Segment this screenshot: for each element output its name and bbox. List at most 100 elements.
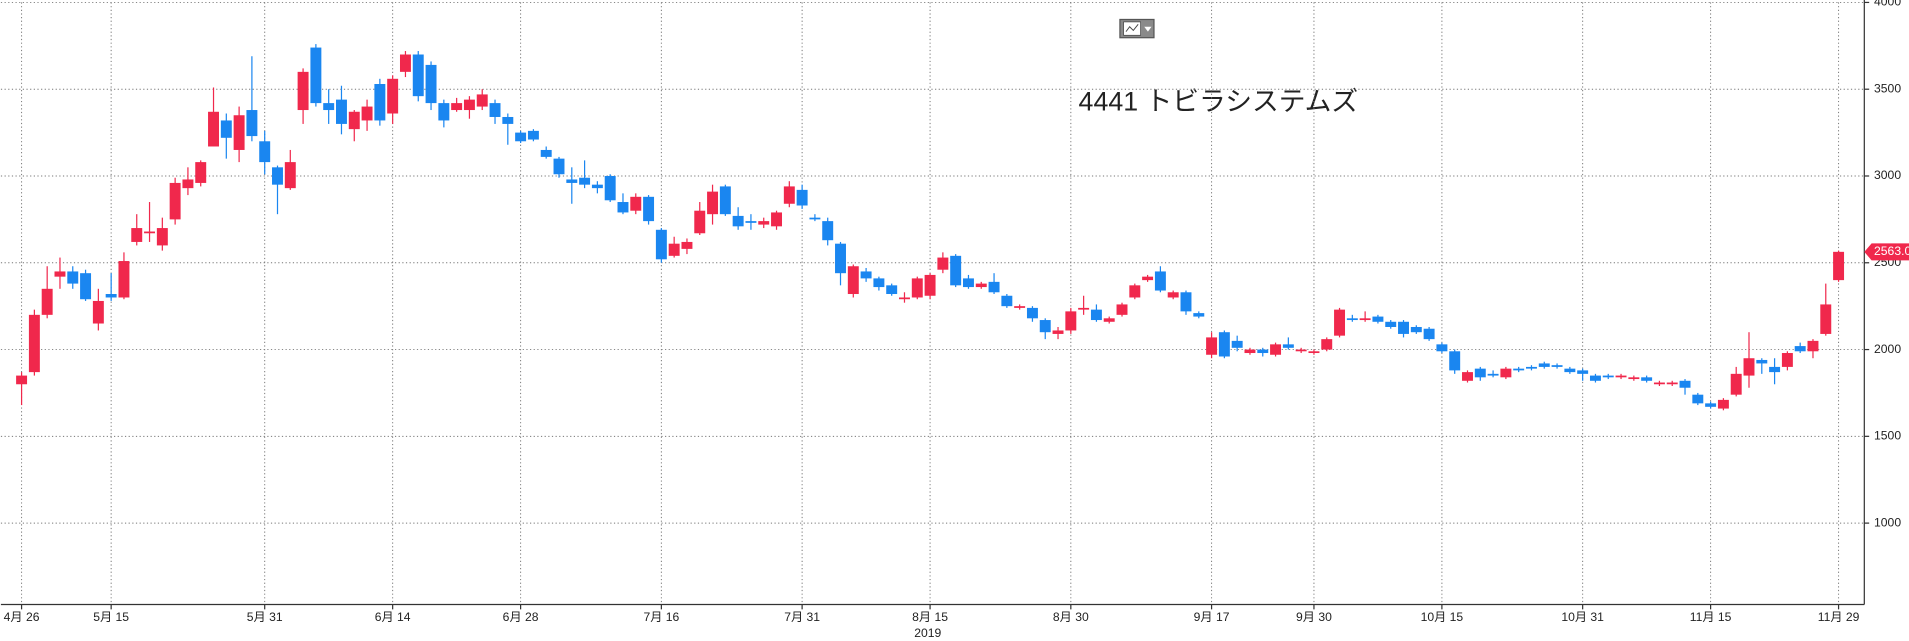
x-tick-label: 11月 15 xyxy=(1690,610,1732,624)
candle-body xyxy=(80,273,92,300)
candle-body xyxy=(387,78,399,114)
x-tick-label: 5月 15 xyxy=(93,610,129,624)
candle-body xyxy=(1743,358,1755,376)
candle-body xyxy=(643,196,655,222)
candle-body xyxy=(1449,351,1461,371)
candle-body xyxy=(1820,304,1832,334)
candle-body xyxy=(169,182,181,220)
candle-body xyxy=(1167,292,1179,298)
candle-body xyxy=(1525,366,1537,369)
candle-body xyxy=(1282,344,1294,348)
candle-body xyxy=(1500,368,1512,378)
candle-body xyxy=(1001,295,1013,307)
candle-body xyxy=(259,141,271,163)
candle-body xyxy=(911,278,923,298)
candle-body xyxy=(131,228,143,242)
last-price-label: 2563.0 xyxy=(1874,244,1909,258)
candle-body xyxy=(745,221,757,223)
candle-body xyxy=(323,103,335,111)
candle-body xyxy=(1206,337,1218,355)
candle-body xyxy=(310,47,322,104)
candle-body xyxy=(1628,377,1640,380)
y-tick-label: 1000 xyxy=(1874,515,1901,529)
x-tick-label: 9月 17 xyxy=(1194,610,1230,624)
candle-body xyxy=(1270,344,1282,355)
candle-body xyxy=(1602,375,1614,378)
candle-body xyxy=(1538,363,1550,367)
last-price-marker xyxy=(1864,243,1909,261)
candle-body xyxy=(1078,307,1090,310)
candle-body xyxy=(655,229,667,260)
candle-body xyxy=(144,231,156,234)
chart-button[interactable] xyxy=(1119,18,1155,39)
candle-body xyxy=(1794,346,1806,352)
candle-body xyxy=(1193,313,1205,317)
candle-body xyxy=(591,184,603,189)
button-arrow xyxy=(1144,26,1152,32)
candle-body xyxy=(1295,349,1307,352)
candle-body xyxy=(336,99,347,124)
candle-body xyxy=(1807,340,1819,352)
x-tick-label: 6月 28 xyxy=(503,610,539,624)
candle-body xyxy=(975,283,987,288)
candle-body xyxy=(92,300,104,324)
candle-body xyxy=(1334,309,1346,336)
x-axis-label: 2019 xyxy=(914,626,941,640)
candle-body xyxy=(1679,380,1691,388)
candle-body xyxy=(502,116,514,124)
candle-body xyxy=(412,54,424,97)
candle-body xyxy=(1487,373,1499,376)
candle-body xyxy=(515,132,527,142)
candle-body xyxy=(1398,321,1409,334)
candle-body xyxy=(1577,370,1589,374)
candle-body xyxy=(1641,377,1653,381)
candle-body xyxy=(1410,326,1422,333)
y-tick-label: 2000 xyxy=(1874,342,1901,356)
candle-body xyxy=(1218,332,1230,357)
candle-body xyxy=(1436,344,1448,352)
candle-body xyxy=(873,278,885,288)
candle-body xyxy=(1154,271,1166,291)
candle-body xyxy=(1474,368,1486,378)
candle-body xyxy=(1551,365,1563,367)
candle-body xyxy=(67,271,79,284)
candle-body xyxy=(208,111,219,147)
candle-body xyxy=(809,217,821,220)
candle-body xyxy=(1589,375,1601,381)
x-tick-label: 6月 14 xyxy=(375,610,411,624)
candle-body xyxy=(1090,309,1102,321)
candle-body xyxy=(707,191,719,215)
x-tick-label: 7月 31 xyxy=(784,610,820,624)
x-tick-label: 9月 30 xyxy=(1296,610,1332,624)
candle-body xyxy=(1346,318,1358,321)
candle-body xyxy=(1730,373,1742,395)
candle-body xyxy=(886,285,898,295)
candle-body xyxy=(579,177,591,185)
candle-body xyxy=(771,212,783,227)
candle-body xyxy=(1717,399,1729,409)
button-icon-line xyxy=(1125,24,1139,32)
candle-body xyxy=(374,84,386,121)
candle-body xyxy=(1026,307,1038,319)
candle-body xyxy=(604,175,616,201)
candle-body xyxy=(937,257,949,270)
y-tick-label: 3500 xyxy=(1874,81,1901,95)
x-tick-label: 11月 29 xyxy=(1818,610,1860,624)
candle-body xyxy=(924,274,936,296)
x-tick-label: 8月 15 xyxy=(912,610,948,624)
candle-body xyxy=(284,162,296,189)
y-tick-label: 1500 xyxy=(1874,429,1901,443)
candle-body xyxy=(527,130,539,140)
x-tick-label: 4月 26 xyxy=(4,610,40,624)
candle-body xyxy=(1666,382,1678,385)
candle-body xyxy=(783,186,795,204)
candle-body xyxy=(1615,375,1627,378)
candle-body xyxy=(1129,285,1141,298)
candle-body xyxy=(1052,330,1064,334)
x-tick-label: 7月 16 xyxy=(643,610,679,624)
y-tick-label: 4000 xyxy=(1874,0,1901,9)
candle-body xyxy=(195,162,207,183)
candle-body xyxy=(438,103,450,121)
candle-body xyxy=(16,375,28,385)
